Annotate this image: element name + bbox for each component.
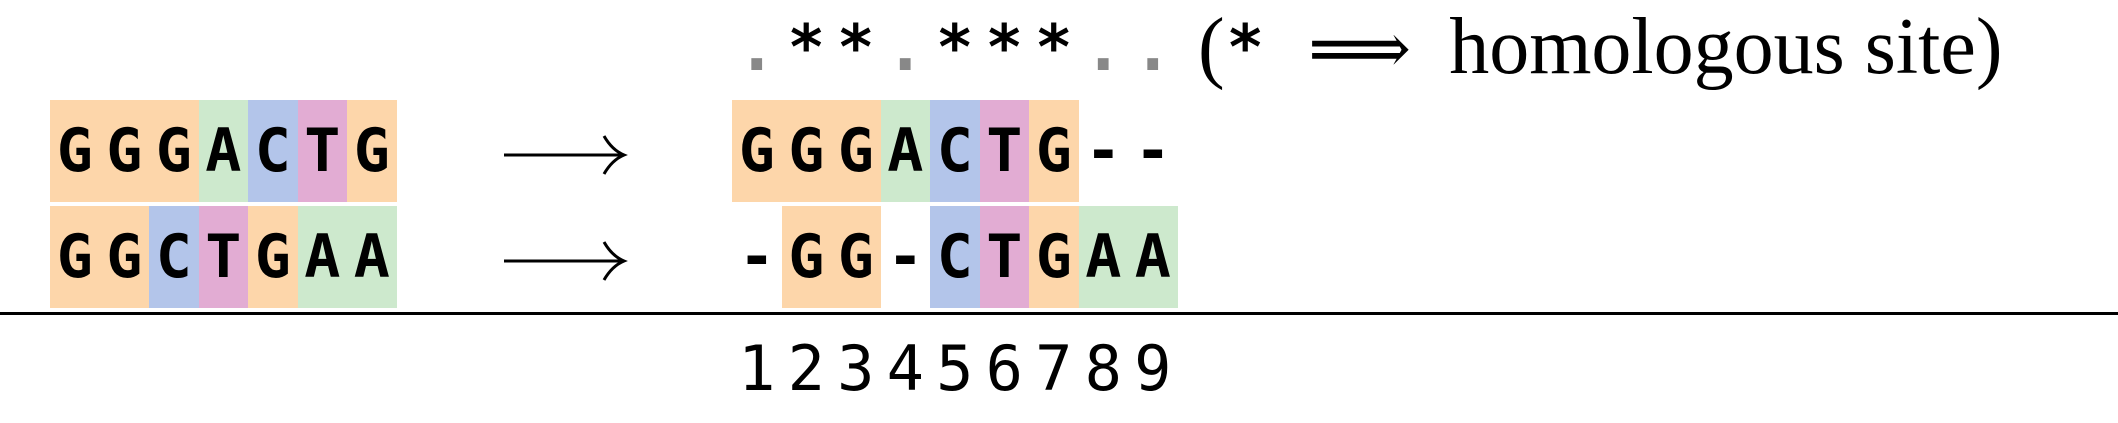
nucleotide: C <box>248 100 298 202</box>
nucleotide: G <box>831 100 881 202</box>
nucleotide: A <box>198 100 248 202</box>
nucleotide: C <box>149 206 199 308</box>
divider-line <box>0 312 2118 315</box>
position-index: 5 <box>936 331 974 405</box>
right-arrow-icon <box>504 241 628 281</box>
conservation-mark: * <box>1035 11 1073 84</box>
nucleotide: C <box>930 206 980 308</box>
gap: - <box>1128 100 1178 202</box>
position-index: 6 <box>985 331 1023 405</box>
legend-star: * <box>1226 11 1264 84</box>
unaligned-sequence-2: G G C T G A A <box>50 206 397 308</box>
conservation-mark: * <box>985 11 1023 84</box>
legend-label: homologous site) <box>1449 3 2003 91</box>
unaligned-sequence-1: G G G A C T G <box>50 100 397 202</box>
legend-implies-arrow: ⟹ <box>1307 5 1412 90</box>
gap: - <box>732 206 782 308</box>
conservation-mark: * <box>787 11 825 84</box>
gap: - <box>1078 100 1128 202</box>
nucleotide: A <box>1078 206 1128 308</box>
position-index: 9 <box>1134 331 1172 405</box>
conservation-mark: * <box>837 11 875 84</box>
legend-open-paren: ( <box>1198 3 1225 91</box>
position-index: 8 <box>1084 331 1122 405</box>
position-index: 4 <box>886 331 924 405</box>
nucleotide: A <box>297 206 347 308</box>
conservation-mark: . <box>736 9 777 86</box>
conservation-row: . * * . * * * . . <box>732 0 1178 95</box>
nucleotide: T <box>979 100 1029 202</box>
aligned-sequence-2: - G G - C T G A A <box>732 206 1178 308</box>
conservation-mark: * <box>936 11 974 84</box>
nucleotide: A <box>347 206 397 308</box>
right-arrow-icon <box>504 135 628 175</box>
legend: ( * ⟹ homologous site) <box>1198 0 2003 95</box>
nucleotide: G <box>50 206 100 308</box>
nucleotide: G <box>831 206 881 308</box>
nucleotide: T <box>198 206 248 308</box>
nucleotide: G <box>149 100 199 202</box>
nucleotide: G <box>99 206 149 308</box>
nucleotide: A <box>880 100 930 202</box>
nucleotide: C <box>930 100 980 202</box>
gap: - <box>880 206 930 308</box>
nucleotide: A <box>1128 206 1178 308</box>
nucleotide: T <box>979 206 1029 308</box>
nucleotide: G <box>248 206 298 308</box>
position-index: 7 <box>1035 331 1073 405</box>
position-index: 2 <box>787 331 825 405</box>
nucleotide: G <box>1029 206 1079 308</box>
nucleotide: G <box>99 100 149 202</box>
nucleotide: G <box>50 100 100 202</box>
nucleotide: G <box>781 206 831 308</box>
position-index: 1 <box>738 331 776 405</box>
nucleotide: G <box>347 100 397 202</box>
conservation-mark: . <box>1132 9 1173 86</box>
position-index-row: 1 2 3 4 5 6 7 8 9 <box>732 318 1178 418</box>
position-index: 3 <box>837 331 875 405</box>
conservation-mark: . <box>1083 9 1124 86</box>
nucleotide: T <box>297 100 347 202</box>
nucleotide: G <box>1029 100 1079 202</box>
nucleotide: G <box>781 100 831 202</box>
nucleotide: G <box>732 100 782 202</box>
aligned-sequence-1: G G G A C T G - - <box>732 100 1178 202</box>
conservation-mark: . <box>885 9 926 86</box>
